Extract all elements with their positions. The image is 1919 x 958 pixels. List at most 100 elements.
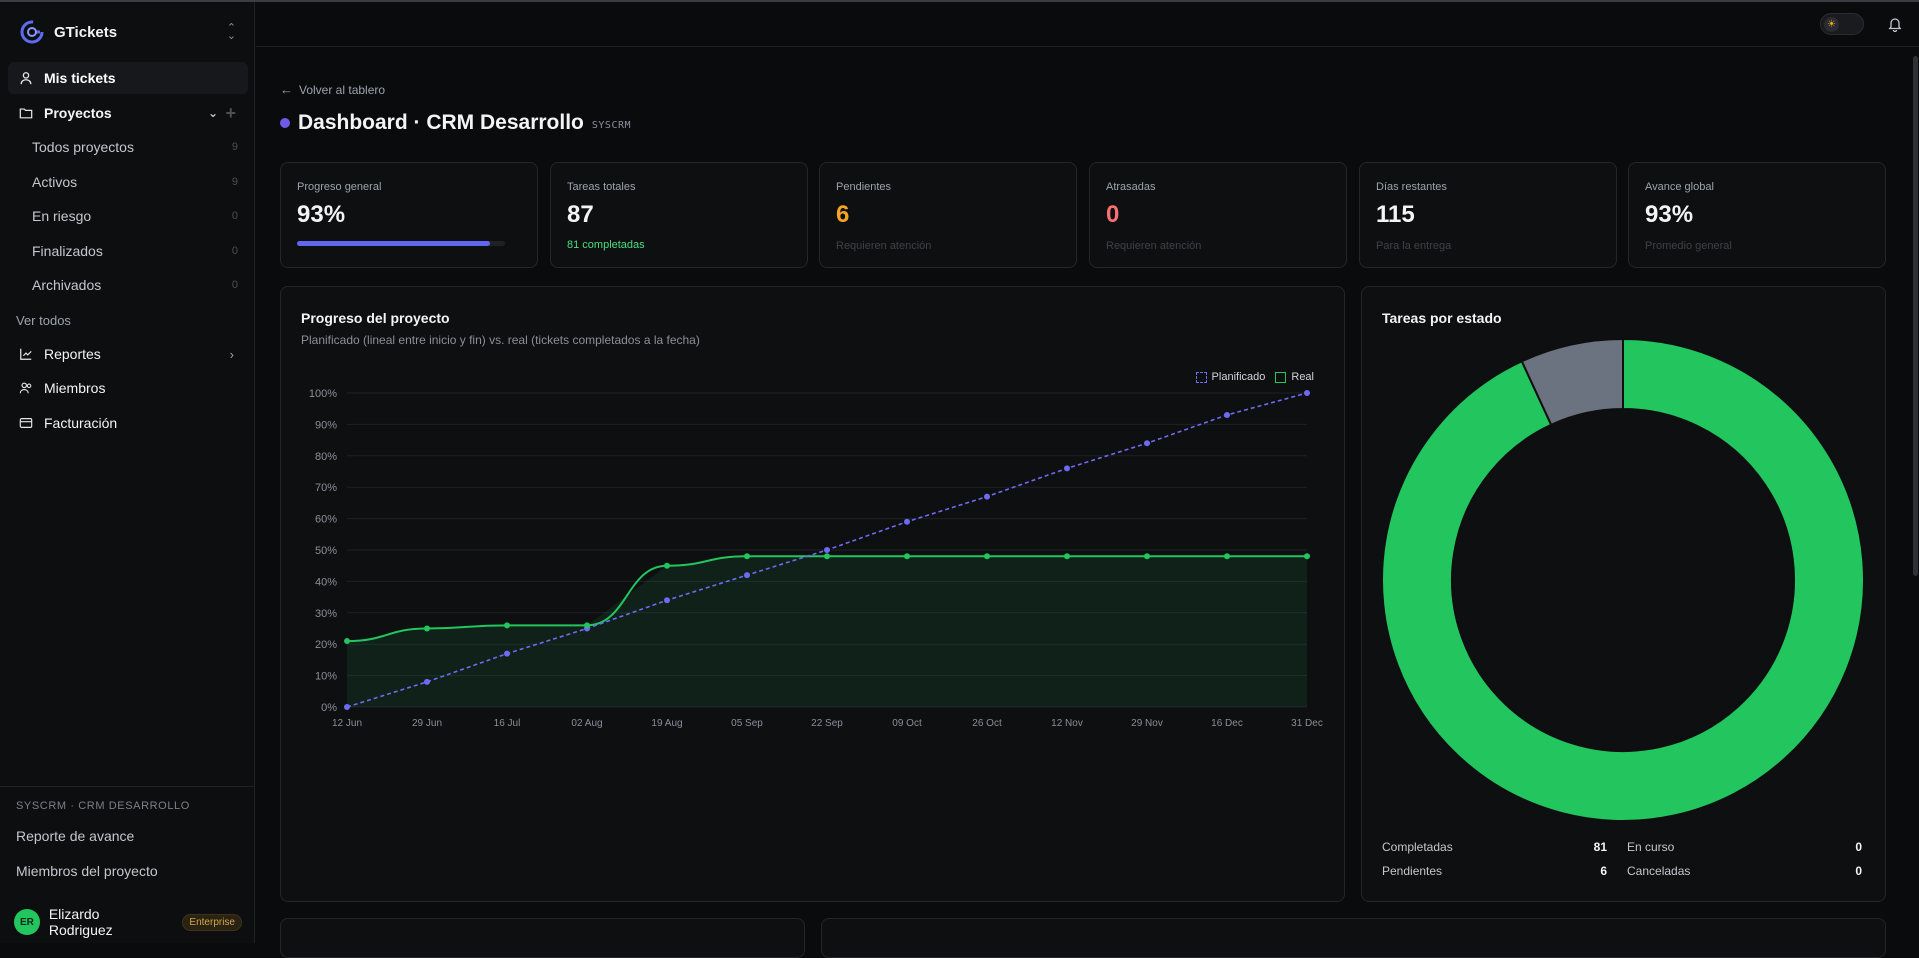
avatar: ER [14, 909, 40, 935]
x-tick-label: 02 Aug [571, 718, 602, 729]
add-project-icon[interactable]: + [225, 102, 236, 123]
status-row-completed: Completadas 81 [1382, 840, 1607, 856]
legend-label-real: Real [1291, 371, 1314, 383]
stat-card-overdue: Atrasadas 0 Requieren atención [1089, 162, 1347, 268]
nav-members[interactable]: Miembros [8, 372, 248, 404]
real-point [1304, 553, 1310, 560]
filter-count: 9 [231, 141, 238, 153]
stat-sub: Requieren atención [1106, 240, 1202, 252]
stat-label: Tareas totales [567, 181, 636, 193]
bottom-card-left [280, 918, 805, 958]
filter-label: En riesgo [32, 208, 92, 224]
progress-report-link[interactable]: Reporte de avance [16, 828, 135, 844]
status-label: Canceladas [1627, 864, 1691, 878]
project-color-dot [280, 118, 290, 128]
sidebar: GTickets ⌃ ⌄ Mis tickets Proyectos ⌄ + To… [0, 2, 255, 943]
sidebar-item-at-risk[interactable]: En riesgo 0 [32, 202, 240, 230]
page-title-row: Dashboard · CRM Desarrollo SYSCRM [280, 111, 631, 135]
stat-label: Pendientes [836, 181, 892, 193]
real-point [984, 553, 990, 560]
x-tick-label: 09 Oct [892, 718, 922, 729]
planned-point [664, 597, 670, 604]
status-chart-card: Tareas por estado Completadas 81 En curs… [1361, 286, 1886, 902]
nav-my-tickets-label: Mis tickets [44, 70, 116, 86]
filter-count: 0 [231, 210, 238, 222]
sidebar-item-all-projects[interactable]: Todos proyectos 9 [32, 133, 240, 161]
chart-legend: Planificado Real [1195, 371, 1314, 383]
status-value: 81 [1593, 840, 1607, 854]
theme-toggle[interactable]: ☀ [1820, 13, 1864, 35]
filter-count: 9 [231, 176, 238, 188]
x-tick-label: 29 Jun [412, 718, 442, 729]
scrollbar[interactable] [1913, 56, 1918, 576]
arrow-left-icon: ← [280, 82, 293, 97]
top-bar: ☀ [256, 2, 1919, 47]
stat-value: 93% [1645, 201, 1694, 228]
chevron-down-icon[interactable]: ⌄ [207, 106, 218, 120]
filter-label: Activos [32, 174, 78, 190]
stat-label: Avance global [1645, 181, 1714, 193]
stat-value: 0 [1106, 201, 1120, 228]
x-tick-label: 31 Dec [1291, 718, 1323, 729]
window-top-border [0, 0, 1919, 2]
plan-badge: Enterprise [182, 913, 242, 931]
status-value: 6 [1600, 864, 1607, 878]
workspace-switcher[interactable]: GTickets ⌃ ⌄ [16, 16, 242, 48]
stat-card-days-left: Días restantes 115 Para la entrega [1359, 162, 1617, 268]
real-point [1064, 553, 1070, 560]
progress-chart-card: Progreso del proyecto Planificado (linea… [280, 286, 1345, 902]
donut-slice-pendientes [1520, 337, 1624, 427]
real-point [664, 562, 670, 569]
nav-my-tickets[interactable]: Mis tickets [8, 62, 248, 94]
chart-subtitle: Planificado (lineal entre inicio y fin) … [301, 333, 700, 347]
x-tick-label: 26 Oct [972, 718, 1002, 729]
project-code: SYSCRM [591, 119, 632, 131]
nav-members-label: Miembros [44, 380, 106, 396]
x-tick-label: 05 Sep [731, 718, 763, 729]
real-point [344, 638, 350, 645]
back-link[interactable]: ← Volver al tablero [280, 82, 385, 97]
sidebar-item-finished[interactable]: Finalizados 0 [32, 237, 240, 265]
see-all-link[interactable]: Ver todos [16, 313, 71, 328]
filter-label: Archivados [32, 277, 102, 293]
planned-point [984, 493, 990, 500]
stat-label: Progreso general [297, 181, 382, 193]
planned-point [1144, 440, 1150, 447]
page-title: Dashboard · CRM Desarrollo [298, 111, 584, 134]
y-tick-label: 60% [315, 514, 337, 526]
project-members-link[interactable]: Miembros del proyecto [16, 863, 158, 879]
planned-point [504, 650, 510, 657]
chart-icon [18, 346, 34, 362]
filter-count: 0 [231, 245, 238, 257]
real-series-area [347, 556, 1307, 707]
nav-projects[interactable]: Proyectos ⌄ + [8, 97, 248, 129]
real-point [1144, 553, 1150, 560]
planned-point [744, 572, 750, 579]
legend-label-planned: Planificado [1211, 371, 1266, 383]
x-tick-label: 22 Sep [811, 718, 843, 729]
sidebar-item-archived[interactable]: Archivados 0 [32, 271, 240, 299]
y-tick-label: 50% [315, 545, 337, 557]
folder-icon [18, 105, 34, 121]
y-tick-label: 70% [315, 482, 337, 494]
user-menu[interactable]: ER Elizardo Rodriguez Enterprise [14, 906, 242, 938]
bottom-card-right [821, 918, 1886, 958]
filter-label: Todos proyectos [32, 139, 134, 155]
nav-projects-label: Proyectos [44, 105, 112, 121]
bell-icon[interactable] [1887, 16, 1903, 32]
stat-card-progress: Progreso general 93% [280, 162, 538, 268]
gtickets-logo-icon [20, 20, 44, 44]
y-tick-label: 100% [309, 388, 337, 400]
filter-label: Finalizados [32, 243, 103, 259]
y-tick-label: 10% [315, 671, 337, 683]
nav-billing[interactable]: Facturación [8, 407, 248, 439]
progress-bar [297, 241, 505, 246]
x-tick-label: 19 Aug [651, 718, 682, 729]
sidebar-item-active[interactable]: Activos 9 [32, 168, 240, 196]
x-tick-label: 16 Jul [494, 718, 521, 729]
stat-sub: Para la entrega [1376, 240, 1452, 252]
stat-value: 93% [297, 201, 346, 228]
status-label: Pendientes [1382, 864, 1443, 878]
nav-reports[interactable]: Reportes › [8, 338, 248, 370]
project-section-title: SYSCRM · CRM DESARROLLO [16, 800, 190, 812]
